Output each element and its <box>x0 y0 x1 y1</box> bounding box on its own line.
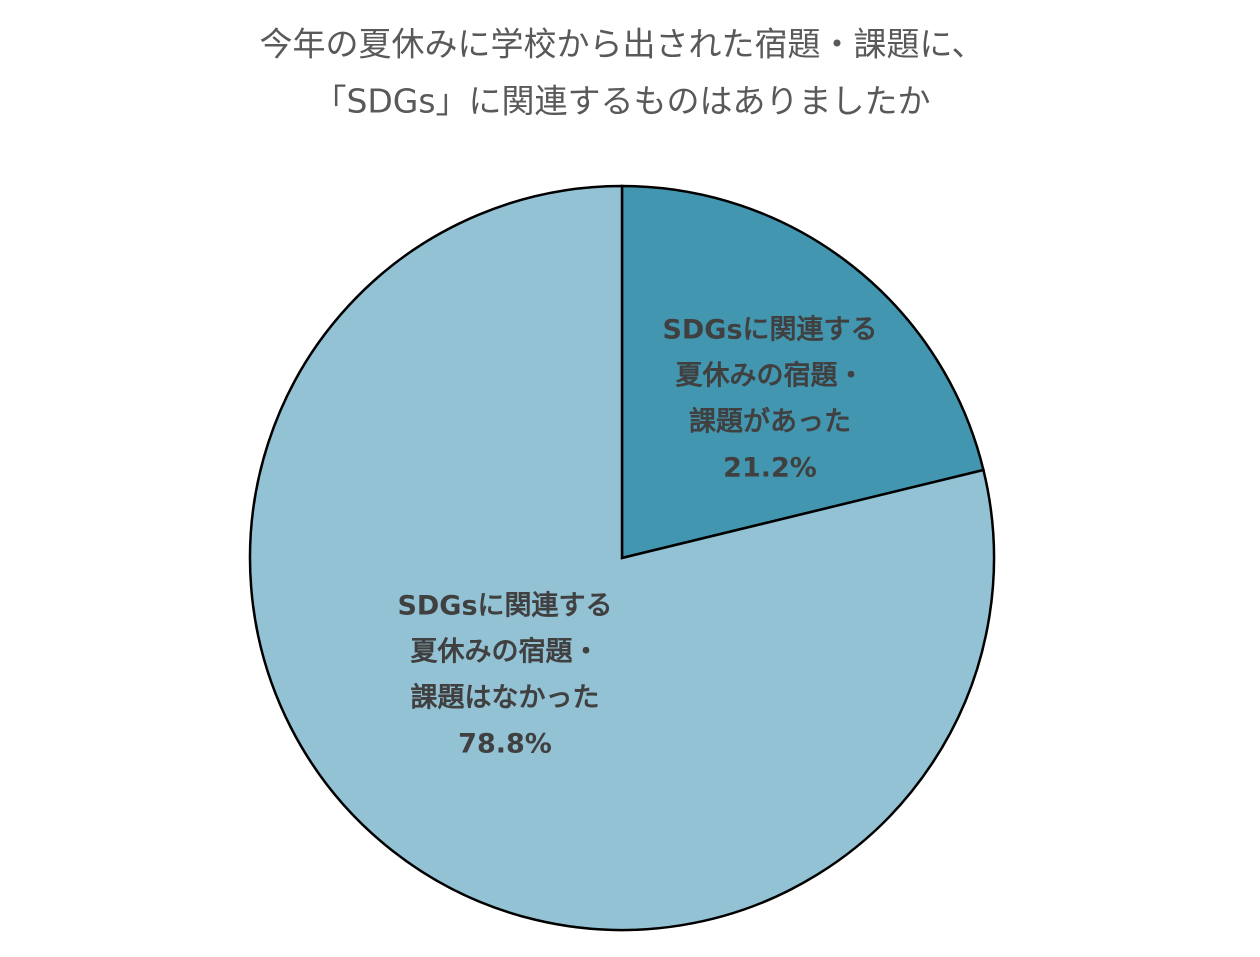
slice-label: 課題があった <box>689 406 851 438</box>
value-label: 21.2% <box>723 453 817 484</box>
slice-label: 夏休みの宿題・ <box>411 636 600 668</box>
slice-label: SDGsに関連する <box>662 315 877 346</box>
pie-slice <box>620 184 985 560</box>
pie-slice <box>248 184 996 932</box>
slice-label: 夏休みの宿題・ <box>676 360 865 392</box>
chart-title: 「SDGs」に関連するものはありましたか <box>313 82 930 121</box>
chart-title: 今年の夏休みに学校から出された宿題・課題に、 <box>259 25 984 64</box>
value-label: 78.8% <box>458 729 552 760</box>
slice-label: SDGsに関連する <box>397 591 612 622</box>
slice-label: 課題はなかった <box>411 682 600 714</box>
